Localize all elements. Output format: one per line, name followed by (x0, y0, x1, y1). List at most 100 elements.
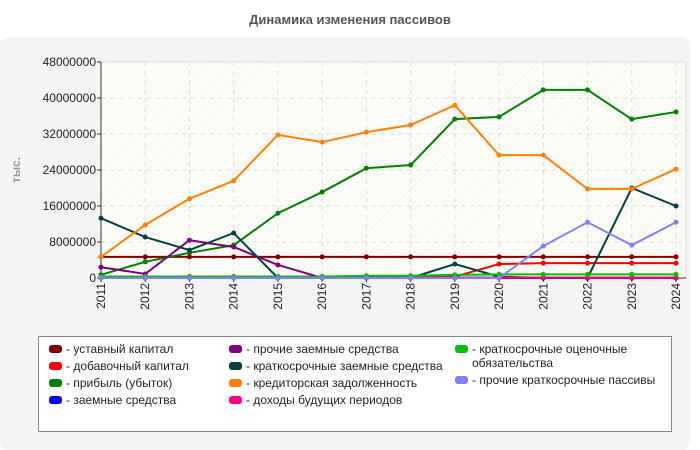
legend-swatch (49, 345, 62, 353)
data-point (98, 275, 104, 281)
data-point (585, 87, 591, 93)
data-point (452, 261, 458, 267)
legend-swatch (229, 345, 242, 353)
x-tick-label: 2013 (182, 283, 196, 310)
data-point (408, 254, 414, 260)
data-point (452, 275, 458, 281)
legend-item: - заемные средства (49, 393, 221, 407)
data-point (585, 186, 591, 192)
data-point (540, 152, 546, 158)
legend-column: - уставный капитал - добавочный капитал - … (49, 342, 221, 431)
data-point (540, 271, 546, 277)
legend-swatch (229, 379, 242, 387)
data-point (319, 254, 325, 260)
data-point (275, 275, 281, 281)
legend-label: - прибыль (убыток) (66, 376, 173, 390)
data-point (98, 215, 104, 221)
data-point (452, 102, 458, 108)
x-tick-label: 2021 (536, 283, 550, 310)
data-point (231, 178, 237, 184)
legend-swatch (229, 362, 242, 370)
data-point (540, 260, 546, 266)
data-point (540, 87, 546, 93)
data-point (363, 129, 369, 135)
legend-swatch (49, 362, 62, 370)
data-point (585, 260, 591, 266)
data-point (629, 116, 635, 122)
data-point (319, 275, 325, 281)
x-tick-label: 2011 (94, 283, 108, 309)
data-point (231, 244, 237, 250)
data-point (363, 165, 369, 171)
data-point (319, 189, 325, 195)
x-tick-label: 2019 (448, 283, 462, 310)
data-point (673, 271, 679, 277)
data-point (452, 254, 458, 260)
data-point (629, 271, 635, 277)
data-point (496, 152, 502, 158)
legend: - уставный капитал - добавочный капитал - … (38, 336, 672, 432)
x-tick-label: 2016 (315, 283, 329, 310)
legend-swatch (455, 345, 468, 353)
data-point (319, 139, 325, 145)
data-point (363, 254, 369, 260)
data-point (496, 114, 502, 120)
data-point (585, 254, 591, 260)
legend-label: - уставный капитал (66, 342, 174, 356)
data-point (186, 254, 192, 260)
legend-column: - краткосрочные оценочные обязательства -… (455, 342, 660, 431)
legend-item: - доходы будущих периодов (229, 393, 447, 407)
data-point (408, 275, 414, 281)
data-point (673, 203, 679, 209)
series-line (101, 221, 677, 279)
legend-item: - прочие заемные средства (229, 342, 447, 356)
data-point (496, 261, 502, 267)
data-point (629, 260, 635, 266)
data-point (186, 275, 192, 281)
series-2 (98, 87, 679, 278)
data-point (540, 254, 546, 260)
series-line (101, 273, 676, 278)
data-point (275, 254, 281, 260)
legend-column: - прочие заемные средства - краткосрочные… (229, 342, 447, 431)
data-point (186, 196, 192, 202)
legend-swatch (455, 376, 468, 384)
data-point (673, 219, 679, 225)
data-point (673, 166, 679, 172)
data-point (142, 222, 148, 228)
y-tick-label: 8000000 (49, 235, 96, 249)
legend-label: - краткосрочные оценочные обязательства (472, 342, 628, 370)
data-point (142, 254, 148, 260)
data-point (629, 254, 635, 260)
series-line (100, 88, 677, 276)
y-tick-label: 48000000 (43, 55, 97, 69)
data-point (363, 275, 369, 281)
data-point (231, 275, 237, 281)
data-point (629, 186, 635, 192)
data-point (98, 254, 104, 260)
data-point (673, 254, 679, 260)
data-point (231, 230, 237, 236)
legend-label: - кредиторская задолженность (246, 376, 418, 390)
legend-swatch (229, 396, 242, 404)
data-point (629, 242, 635, 248)
x-tick-label: 2017 (359, 283, 373, 310)
legend-item: - краткосрочные заемные средства (229, 359, 447, 373)
chart-title: Динамика изменения пассивов (249, 12, 451, 27)
data-point (408, 122, 414, 128)
x-tick-label: 2018 (404, 283, 418, 310)
series-6 (98, 102, 679, 260)
legend-item: - уставный капитал (49, 342, 221, 356)
series-0 (98, 254, 679, 260)
legend-item: - прочие краткосрочные пассивы (455, 373, 660, 387)
x-tick-label: 2020 (492, 283, 506, 310)
y-tick-label: 40000000 (43, 91, 97, 105)
y-tick-label: 16000000 (43, 199, 97, 213)
x-tick-label: 2014 (227, 283, 241, 310)
data-point (142, 234, 148, 240)
x-tick-label: 2015 (271, 283, 285, 310)
data-point (275, 210, 281, 216)
data-point (142, 275, 148, 281)
y-tick-label: 32000000 (43, 127, 97, 141)
data-point (673, 109, 679, 115)
